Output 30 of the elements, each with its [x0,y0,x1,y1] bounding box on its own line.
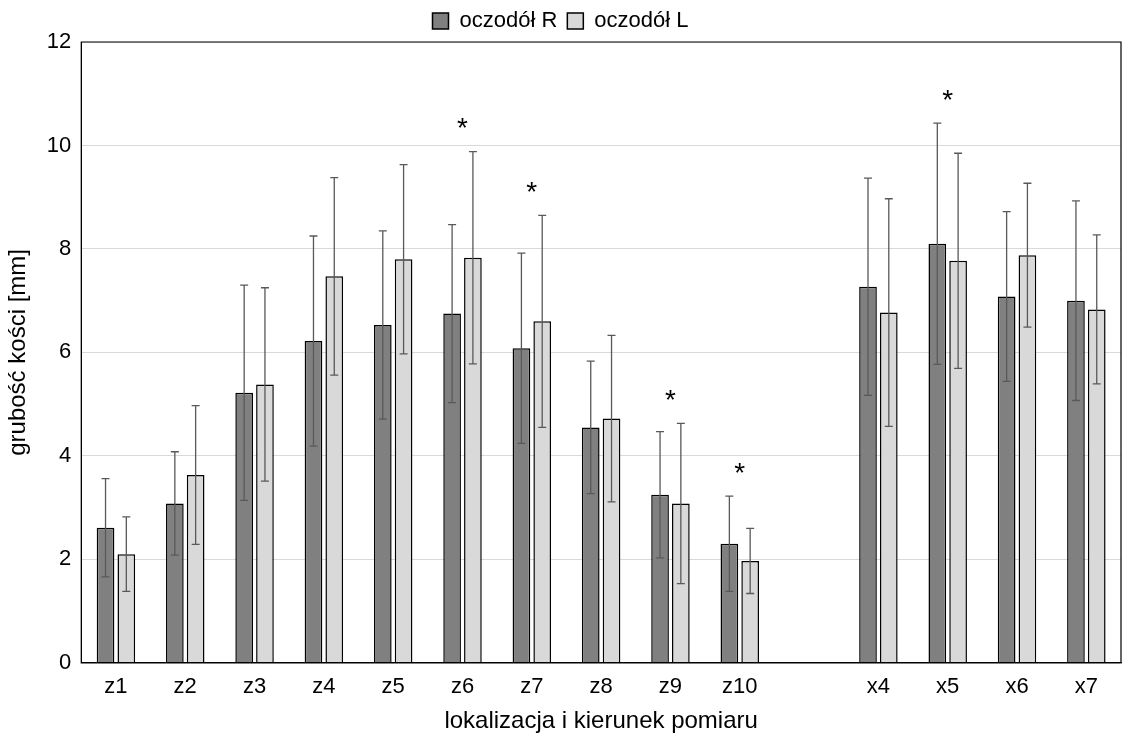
x-tick-label: x6 [1005,673,1029,699]
legend-label: oczodół L [594,7,689,33]
x-tick-label: z4 [312,673,336,699]
y-tick-label: 10 [46,131,72,157]
y-tick-label: 12 [46,28,72,54]
x-tick-label: z10 [722,673,758,699]
x-tick-label: x7 [1074,673,1098,699]
y-tick-label: 0 [59,648,72,674]
y-tick-label: 8 [59,235,72,260]
y-tick-label: 2 [59,545,72,571]
legend-label: oczodół R [459,7,558,33]
x-tick-label: z6 [450,673,475,699]
annotation: * [665,383,676,415]
x-tick-label: z1 [104,673,128,699]
x-tick-label: z9 [658,673,683,699]
annotation: * [526,176,538,208]
x-tick-label: z3 [242,673,267,699]
x-tick-label: z5 [381,673,405,699]
x-tick-label: z7 [520,673,544,699]
x-tick-label: z8 [589,673,613,699]
y-tick-label: 6 [59,338,72,364]
annotation: * [734,456,746,488]
x-tick-label: x5 [936,673,960,699]
x-axis-title: lokalizacja i kierunek pomiaru [444,706,758,734]
annotation: * [457,112,469,144]
y-tick-label: 4 [59,441,72,467]
x-tick-label: x4 [866,673,891,699]
annotation: * [942,83,954,115]
x-tick-label: z2 [173,673,197,699]
y-axis-title: grubość kości [mm] [3,249,31,456]
